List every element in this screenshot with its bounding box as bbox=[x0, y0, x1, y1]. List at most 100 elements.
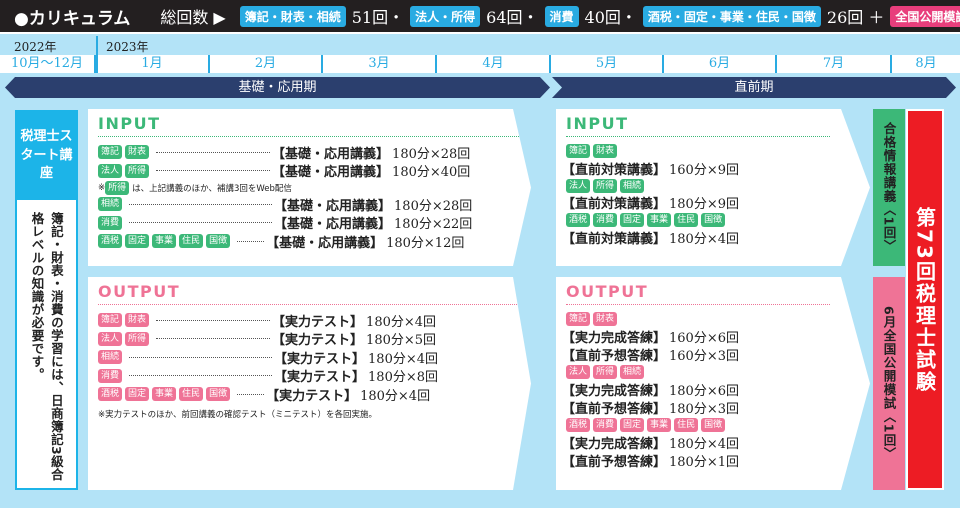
month-label: 5月 bbox=[551, 55, 664, 73]
start-course-note: 簿記・財表・消費の学習には、日商簿記3級合格レベルの知識が必要です。 bbox=[29, 212, 64, 482]
session-quantity: 160分×3回 bbox=[669, 349, 739, 365]
year-row: 2022年 2023年 bbox=[0, 36, 960, 54]
session-type: 【実力テスト】 bbox=[274, 351, 366, 367]
session-type: 【基礎・応用講義】 bbox=[274, 217, 392, 233]
subject-tag: 国徴 bbox=[206, 234, 231, 249]
session-type: 【直前対策講義】 bbox=[562, 197, 667, 213]
subject-tag: 国徴 bbox=[206, 387, 231, 402]
start-course-box: 税理士スタート講座 簿記・財表・消費の学習には、日商簿記3級合格レベルの知識が必… bbox=[15, 110, 78, 490]
subject-tag: 住民 bbox=[674, 418, 699, 432]
month-label: 2月 bbox=[210, 55, 323, 73]
session-quantity: 180分×4回 bbox=[368, 351, 439, 367]
session-quantity: 160分×6回 bbox=[669, 330, 739, 346]
subject-tag: 法人 bbox=[566, 178, 591, 193]
session-type: 【実力テスト】 bbox=[272, 333, 364, 349]
session-quantity: 180分×12回 bbox=[386, 235, 465, 251]
leader-dots bbox=[129, 356, 273, 358]
subject-tag: 財表 bbox=[125, 313, 150, 328]
month-label: 6月 bbox=[664, 55, 777, 73]
subject-tag-row: 酒税 消費 固定 事業 住民 国徴 bbox=[556, 212, 870, 228]
subject-tag-row: 法人 所得 相続 bbox=[556, 364, 870, 380]
subject-tag: 相続 bbox=[620, 365, 645, 379]
subject-group-tag: 消費 bbox=[544, 5, 579, 27]
subject-tag: 簿記 bbox=[98, 145, 123, 160]
final-output-heading: OUTPUT bbox=[566, 282, 649, 301]
subject-group-tag: 法人・所得 bbox=[410, 5, 481, 27]
subject-tag: 相続 bbox=[98, 350, 123, 365]
subject-tag: 所得 bbox=[105, 180, 130, 195]
course-row: 【直前対策講義】 180分×9回 bbox=[556, 194, 870, 213]
subject-tag: 酒税 bbox=[566, 418, 591, 432]
session-quantity: 160分×9回 bbox=[669, 162, 739, 178]
session-type: 【直前対策講義】 bbox=[562, 162, 667, 178]
session-type: 【実力テスト】 bbox=[266, 388, 358, 404]
session-quantity: 180分×5回 bbox=[366, 333, 437, 349]
month-label: 8月 bbox=[915, 56, 937, 71]
total-label: 総回数 ▶ bbox=[160, 8, 226, 27]
subject-tag: 固定 bbox=[125, 387, 150, 402]
leader-dots bbox=[237, 240, 265, 242]
subject-tag: 事業 bbox=[647, 213, 672, 227]
course-row: 酒税 固定 事業 住民 国徴 【実力テスト】 180分×4回 bbox=[88, 385, 531, 404]
session-quantity: 180分×40回 bbox=[392, 165, 471, 181]
session-quantity: 180分×4回 bbox=[669, 231, 739, 247]
course-row: 法人 所得 【基礎・応用講義】 180分×40回 bbox=[88, 162, 531, 181]
course-row: 酒税 固定 事業 住民 国徴 【基礎・応用講義】 180分×12回 bbox=[88, 232, 531, 251]
course-row: 【直前予想答練】 180分×1回 bbox=[556, 452, 870, 471]
session-quantity: 180分×22回 bbox=[394, 217, 473, 233]
subject-tag: 財表 bbox=[593, 144, 618, 158]
month-label: 10月～12月 bbox=[0, 55, 96, 73]
subject-tag: 固定 bbox=[620, 418, 645, 432]
course-row: 簿記 財表 【基礎・応用講義】 180分×28回 bbox=[88, 143, 531, 162]
start-course-title: 税理士スタート講座 bbox=[17, 112, 76, 200]
subject-tag: 財表 bbox=[125, 145, 150, 160]
session-count: 40回・ bbox=[584, 8, 637, 27]
subject-tag: 相続 bbox=[98, 197, 123, 212]
basic-output-card: OUTPUT 簿記 財表 【実力テスト】 180分×4回 法人 所得 【実力テスト】 180分… bbox=[88, 277, 531, 490]
note-text: は、上記講義のほか、補講3回をWeb配信 bbox=[132, 183, 292, 194]
session-quantity: 180分×28回 bbox=[392, 146, 471, 162]
final-input-heading: INPUT bbox=[566, 114, 629, 133]
course-row: 【直前対策講義】 180分×4回 bbox=[556, 228, 870, 247]
subject-tag-row: 酒税 消費 固定 事業 住民 国徴 bbox=[556, 417, 870, 433]
note-row: ※実力テストのほか、前回講義の確認テスト（ミニテスト）を各回実施。 bbox=[98, 410, 377, 420]
month-label: 7月 bbox=[777, 55, 892, 73]
leader-dots bbox=[156, 151, 271, 153]
session-type: 【基礎・応用講義】 bbox=[272, 165, 390, 181]
leader-dots bbox=[129, 222, 273, 224]
subject-tag: 酒税 bbox=[566, 213, 591, 227]
session-type: 【実力完成答練】 bbox=[562, 330, 667, 346]
subject-tag: 事業 bbox=[647, 418, 672, 432]
course-row: 【直前予想答練】 180分×3回 bbox=[556, 399, 870, 418]
course-row: 相続 【実力テスト】 180分×4回 bbox=[88, 348, 531, 367]
year-2023: 2023年 bbox=[106, 40, 149, 54]
basic-input-heading: INPUT bbox=[98, 114, 161, 133]
leader-dots bbox=[156, 338, 271, 340]
session-quantity: 180分×6回 bbox=[669, 383, 739, 399]
session-quantity: 180分×3回 bbox=[669, 402, 739, 418]
session-type: 【基礎・応用講義】 bbox=[274, 198, 392, 214]
subject-tag: 簿記 bbox=[566, 312, 591, 326]
leader-dots bbox=[237, 393, 265, 395]
subject-group-tag: 酒税・固定・事業・住民・国徴 bbox=[642, 5, 821, 27]
header-title: ●カリキュラム bbox=[14, 8, 131, 29]
subject-tag: 簿記 bbox=[98, 313, 123, 328]
subject-tag-row: 簿記 財表 bbox=[556, 311, 870, 327]
subject-tag: 酒税 bbox=[98, 387, 123, 402]
session-type: 【直前予想答練】 bbox=[562, 349, 667, 365]
subject-group-tag: 簿記・財表・相続 bbox=[239, 5, 346, 27]
subject-tag: 消費 bbox=[593, 418, 618, 432]
subject-tag: 住民 bbox=[179, 234, 204, 249]
subject-tag: 法人 bbox=[98, 163, 123, 178]
subject-tag: 消費 bbox=[593, 213, 618, 227]
session-quantity: 180分×4回 bbox=[669, 436, 739, 452]
subject-tag: 簿記 bbox=[566, 144, 591, 158]
subject-tag: 住民 bbox=[674, 213, 699, 227]
course-row: 消費 【基礎・応用講義】 180分×22回 bbox=[88, 214, 531, 233]
june-mock-bar: 6月全国公開模試〈1回〉 bbox=[873, 277, 905, 490]
year-divider bbox=[96, 36, 98, 73]
subject-tag: 所得 bbox=[593, 365, 618, 379]
month-label: 4月 bbox=[437, 55, 551, 73]
session-type: 【直前予想答練】 bbox=[562, 455, 667, 471]
subject-tag: 相続 bbox=[620, 178, 645, 193]
